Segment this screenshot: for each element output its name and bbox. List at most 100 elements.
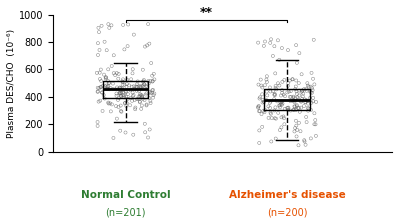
Point <box>117 129 123 132</box>
Point <box>303 87 309 91</box>
Point <box>302 143 309 146</box>
Point <box>308 108 314 112</box>
Point <box>286 95 293 99</box>
Point <box>287 99 294 103</box>
Point <box>290 99 296 103</box>
Point <box>261 110 268 114</box>
Point <box>301 87 307 91</box>
Point <box>112 87 119 91</box>
Point <box>299 89 306 92</box>
Point <box>145 79 152 83</box>
Point <box>124 78 130 82</box>
Point <box>308 137 314 140</box>
Point <box>257 109 263 113</box>
Point <box>273 86 279 90</box>
Point <box>288 89 294 93</box>
Point <box>257 78 264 81</box>
Point <box>99 91 105 94</box>
Point <box>304 106 311 110</box>
Point <box>117 91 123 95</box>
Point <box>297 129 304 133</box>
Point <box>275 111 281 115</box>
Point <box>255 106 261 110</box>
Point <box>105 79 111 83</box>
Point <box>271 109 278 112</box>
Point <box>276 84 282 87</box>
Point <box>121 47 128 51</box>
Point <box>101 93 107 97</box>
Point <box>149 74 155 78</box>
Point <box>274 100 280 103</box>
Point <box>134 85 140 89</box>
Point <box>293 135 300 138</box>
Point <box>292 105 298 108</box>
Point <box>273 117 279 120</box>
Point <box>270 89 277 93</box>
Point <box>120 23 126 27</box>
Point <box>124 44 131 48</box>
Point <box>261 100 267 104</box>
Point <box>292 126 298 130</box>
Point <box>106 81 113 85</box>
Point <box>304 81 310 85</box>
Point <box>285 106 292 109</box>
Point <box>256 97 263 100</box>
Point <box>108 24 115 27</box>
Point <box>303 115 309 119</box>
Point <box>259 101 266 104</box>
Point <box>103 75 109 79</box>
Point <box>268 140 275 143</box>
Point <box>143 104 150 107</box>
Point <box>298 100 304 103</box>
Point <box>117 92 123 95</box>
Point <box>279 46 285 50</box>
Point <box>144 44 150 47</box>
Point <box>105 101 111 104</box>
Point <box>307 90 313 93</box>
Point <box>136 100 143 104</box>
Point <box>281 78 288 82</box>
Point <box>290 78 296 81</box>
Point <box>256 129 263 132</box>
Point <box>107 86 114 90</box>
Point <box>273 137 279 140</box>
Point <box>115 105 122 109</box>
Point <box>136 89 142 93</box>
Point <box>282 95 288 98</box>
Point <box>278 102 284 106</box>
Point <box>95 86 101 90</box>
Point <box>290 95 296 98</box>
Point <box>267 41 273 45</box>
Point <box>272 92 278 96</box>
Point <box>124 82 130 86</box>
Point <box>149 88 156 92</box>
Point <box>101 73 107 76</box>
Point <box>130 84 137 88</box>
Point <box>260 109 267 113</box>
Point <box>271 44 278 48</box>
Point <box>258 84 265 87</box>
Point <box>99 84 106 88</box>
Point <box>112 73 119 77</box>
Point <box>262 40 268 43</box>
Point <box>124 97 131 101</box>
Point <box>276 58 282 62</box>
Text: (n=201): (n=201) <box>105 207 146 217</box>
Point <box>282 107 288 111</box>
Point <box>130 133 136 136</box>
Point <box>114 86 120 89</box>
Point <box>143 84 150 88</box>
Point <box>134 89 140 93</box>
Point <box>256 110 262 113</box>
Point <box>137 93 143 96</box>
Point <box>295 106 301 110</box>
Point <box>106 26 113 30</box>
Point <box>151 78 158 81</box>
Point <box>119 88 126 92</box>
Point <box>267 111 274 114</box>
Point <box>290 108 296 112</box>
Point <box>132 108 138 111</box>
Point <box>288 95 294 99</box>
Point <box>147 101 154 105</box>
Point <box>98 85 104 89</box>
